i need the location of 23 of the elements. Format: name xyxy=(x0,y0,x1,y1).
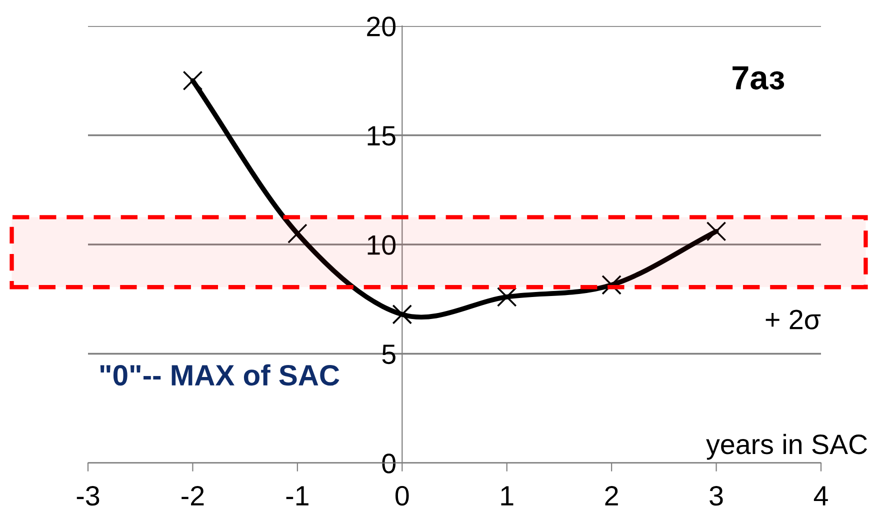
y-tick-label: 5 xyxy=(382,344,396,364)
x-tick-label: -3 xyxy=(76,486,100,506)
x-tick-label: 4 xyxy=(814,486,828,506)
x-tick-label: 3 xyxy=(710,486,723,506)
y-tick-label: 10 xyxy=(368,235,396,255)
x-tick-label: 2 xyxy=(605,486,618,506)
annotation: "0"-- MAX of SAC xyxy=(100,364,340,386)
point xyxy=(392,304,412,324)
y-tick-label: 20 xyxy=(367,16,396,36)
x-tick-label: 0 xyxy=(396,486,409,506)
point xyxy=(496,287,517,307)
point xyxy=(287,224,308,244)
point xyxy=(182,70,203,91)
band-label: + 2σ xyxy=(766,310,821,330)
x-axis-title: years in SAC xyxy=(706,434,868,460)
point xyxy=(706,221,726,242)
point xyxy=(602,274,622,295)
text: 7аз xyxy=(732,66,784,90)
y-tick-label: 0 xyxy=(382,454,396,474)
x-tick-label: 1 xyxy=(501,486,514,506)
x-tick-label: -2 xyxy=(182,486,204,506)
y-tick-label: 15 xyxy=(368,126,396,146)
x-tick-label: -1 xyxy=(286,486,308,506)
